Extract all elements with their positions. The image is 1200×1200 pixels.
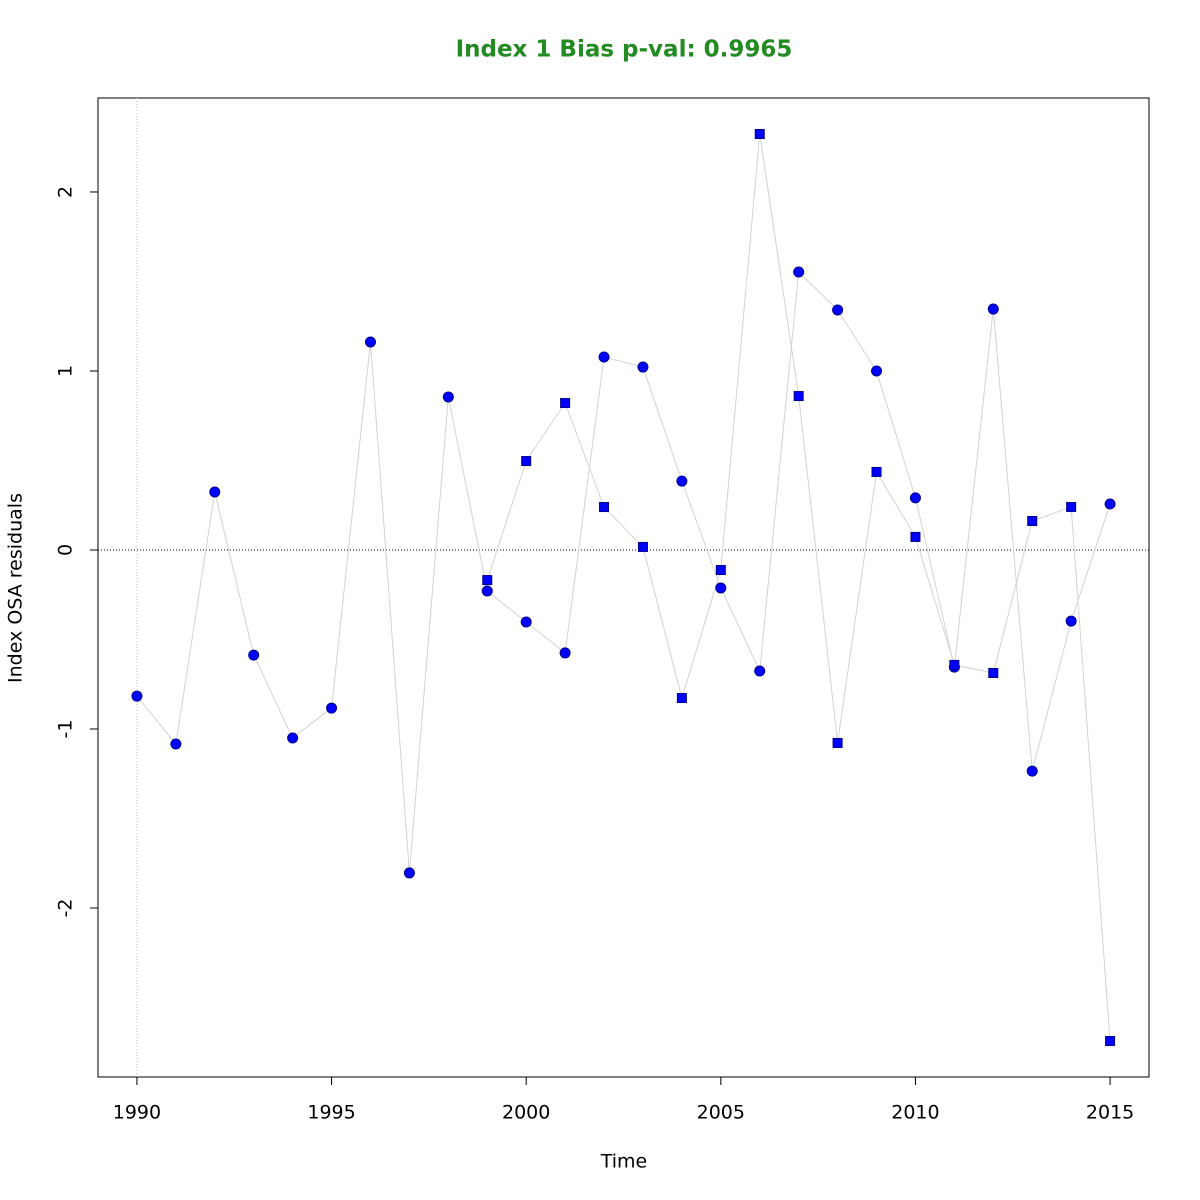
point	[949, 659, 960, 670]
point	[637, 541, 648, 552]
point	[170, 738, 182, 750]
point	[1066, 502, 1077, 513]
point	[403, 867, 415, 879]
point	[754, 128, 765, 139]
point	[209, 486, 221, 498]
point	[793, 266, 805, 278]
point	[1065, 615, 1077, 627]
point	[481, 585, 493, 597]
point	[988, 667, 999, 678]
point	[871, 365, 883, 377]
point	[520, 616, 532, 628]
point	[1026, 765, 1038, 777]
point	[326, 702, 338, 714]
point	[598, 351, 610, 363]
point	[637, 361, 649, 373]
point	[715, 582, 727, 594]
point	[287, 732, 299, 744]
y-tick-label: 0	[55, 544, 77, 556]
point	[871, 466, 882, 477]
x-axis-label: Time	[600, 1151, 648, 1173]
x-tick-label: 2000	[502, 1102, 550, 1124]
point	[1104, 498, 1116, 510]
point	[832, 737, 843, 748]
point	[131, 690, 143, 702]
x-tick-label: 1995	[307, 1102, 355, 1124]
point	[676, 475, 688, 487]
x-tick-label: 2005	[697, 1102, 745, 1124]
y-axis-label: Index OSA residuals	[5, 493, 27, 683]
x-tick-label: 2015	[1086, 1102, 1134, 1124]
point	[560, 398, 571, 409]
point	[832, 304, 844, 316]
point	[248, 649, 260, 661]
x-tick-label: 2010	[891, 1102, 939, 1124]
point	[1027, 515, 1038, 526]
point	[793, 391, 804, 402]
point	[599, 502, 610, 513]
point	[987, 303, 999, 315]
point	[442, 391, 454, 403]
plot-frame	[97, 97, 1150, 1078]
point	[364, 336, 376, 348]
point	[754, 665, 766, 677]
series-line	[136, 270, 1111, 873]
point	[1105, 1036, 1116, 1047]
point	[559, 647, 571, 659]
y-tick-label: 1	[55, 365, 77, 377]
y-tick-label: -1	[55, 720, 77, 739]
point	[909, 492, 921, 504]
point	[482, 575, 493, 586]
point	[676, 693, 687, 704]
y-tick-label: 2	[55, 186, 77, 198]
x-tick-label: 1990	[113, 1102, 161, 1124]
point	[910, 531, 921, 542]
y-tick-label: -2	[55, 899, 77, 918]
point	[521, 456, 532, 467]
point	[715, 565, 726, 576]
chart-title: Index 1 Bias p-val: 0.9965	[456, 37, 793, 63]
